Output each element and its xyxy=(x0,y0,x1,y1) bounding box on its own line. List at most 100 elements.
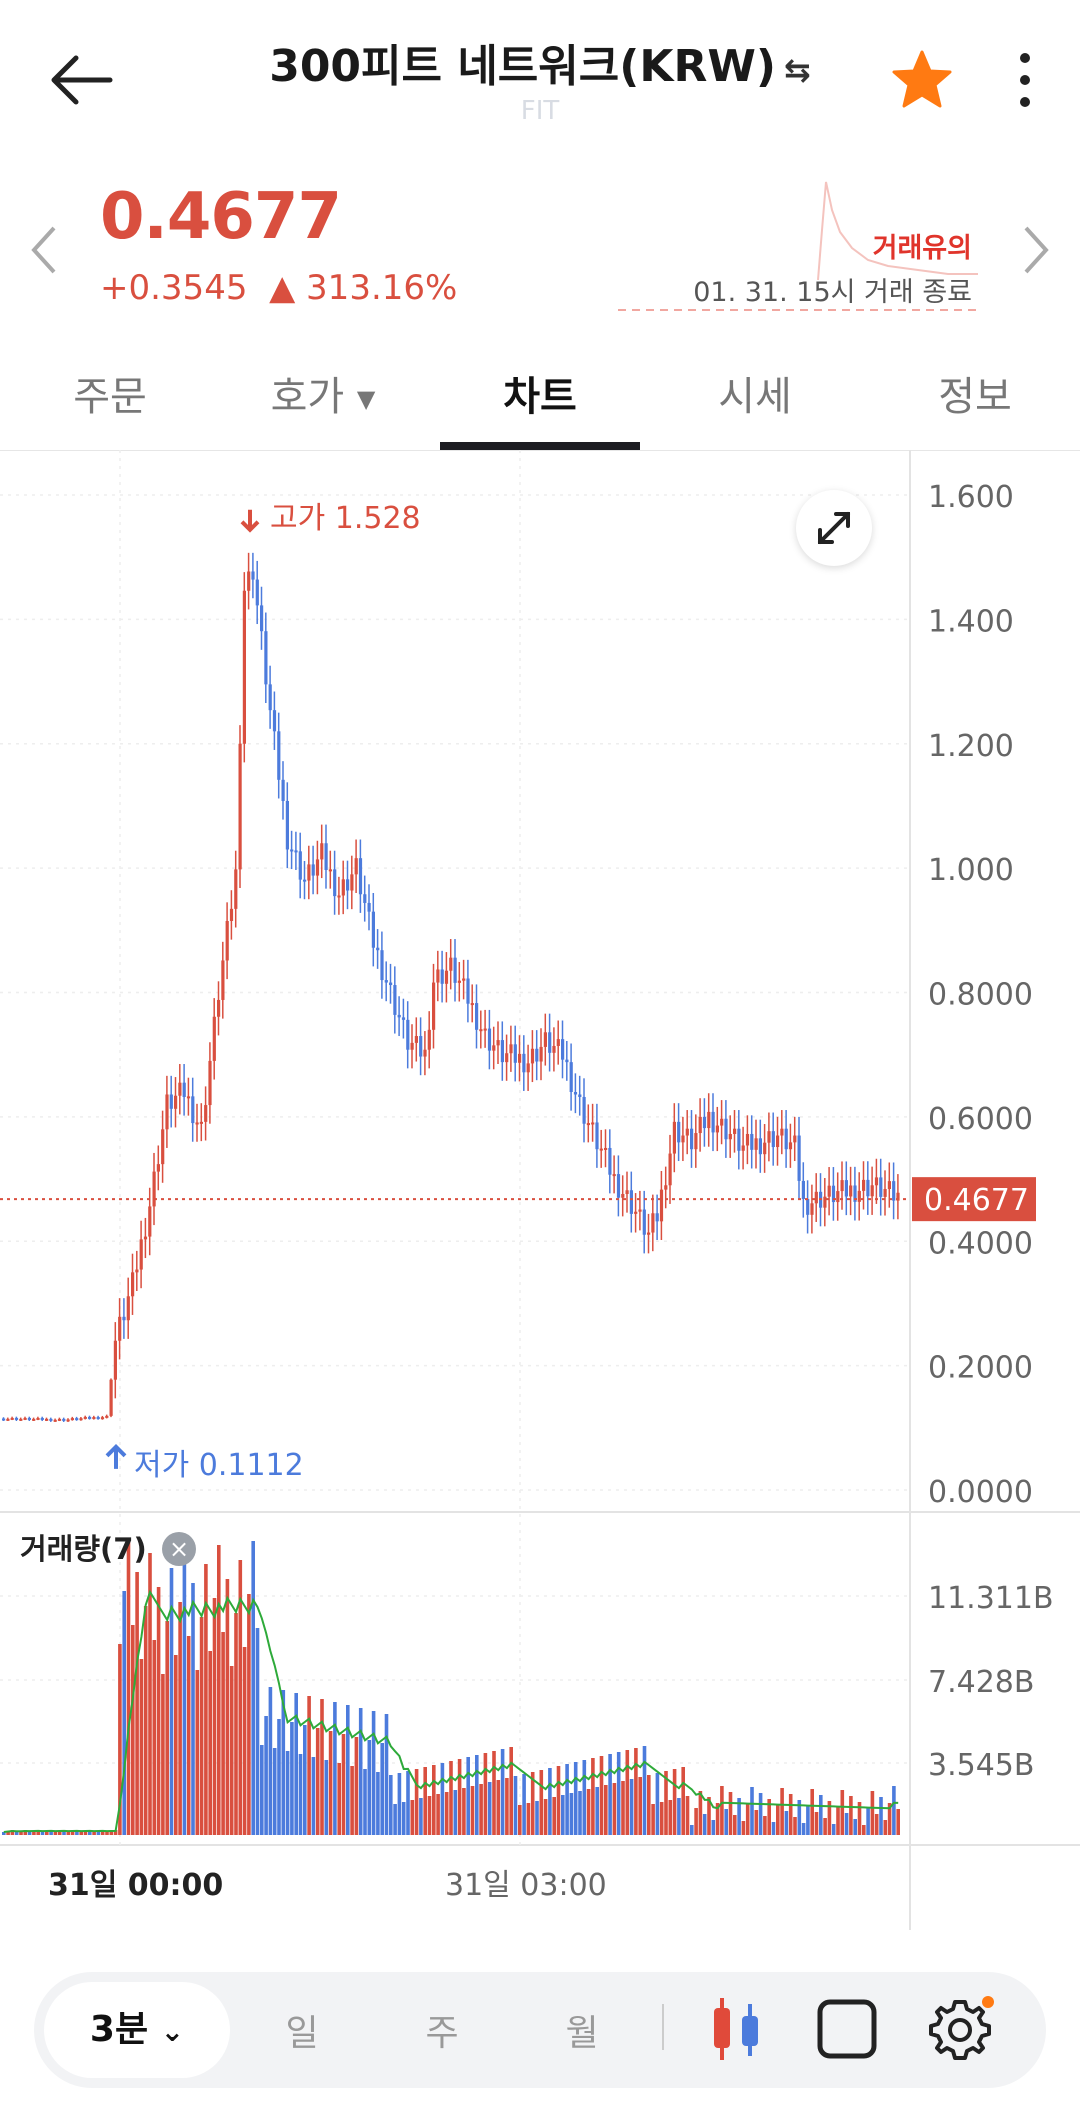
volume-bar xyxy=(358,1708,363,1835)
interval-select[interactable]: 3분 ⌄ xyxy=(44,1982,230,2078)
candle xyxy=(530,1048,535,1064)
square-tool-icon[interactable] xyxy=(816,1998,878,2060)
candle xyxy=(371,911,375,948)
candle xyxy=(862,1179,866,1191)
volume-bar xyxy=(70,1831,75,1835)
volume-bar xyxy=(522,1774,526,1835)
tab-info[interactable]: 정보 xyxy=(938,374,1012,420)
volume-bar xyxy=(285,1751,290,1835)
close-icon[interactable]: × xyxy=(162,1532,196,1566)
y-tick-label: 0.4000 xyxy=(928,1226,1033,1261)
volume-bar xyxy=(638,1777,642,1835)
volume-bar xyxy=(737,1798,741,1835)
volume-bar xyxy=(169,1568,174,1835)
tab-chart[interactable]: 차트 xyxy=(503,374,577,420)
volume-bar xyxy=(113,1830,118,1835)
back-arrow-icon[interactable] xyxy=(40,40,120,120)
candle xyxy=(298,851,302,880)
candle xyxy=(294,850,298,853)
candle xyxy=(423,1049,427,1057)
volume-bar xyxy=(6,1831,10,1835)
arrow-up-icon xyxy=(105,1444,127,1469)
prev-market-chevron-icon[interactable] xyxy=(24,220,64,280)
candle xyxy=(126,1296,130,1321)
candle xyxy=(475,1003,479,1030)
volume-bar xyxy=(354,1737,359,1835)
volume-bar xyxy=(853,1819,857,1835)
swap-icon[interactable]: ⇆ xyxy=(783,51,811,89)
candle xyxy=(664,1185,668,1190)
candle xyxy=(887,1181,891,1190)
volume-bar xyxy=(83,1831,88,1835)
candle xyxy=(337,895,341,898)
candle xyxy=(92,1417,96,1420)
volume-bar xyxy=(419,1798,423,1835)
candle xyxy=(496,1040,500,1046)
candle xyxy=(410,1042,414,1050)
volume-bar xyxy=(698,1791,703,1835)
volume-bar xyxy=(548,1768,552,1835)
candle xyxy=(53,1419,57,1422)
interval-month[interactable]: 월 xyxy=(565,2013,599,2054)
price-chart[interactable]: 1.600 1.400 1.200 1.000 0.8000 0.6000 0.4000 0.… xyxy=(0,450,1080,1930)
volume-bar xyxy=(307,1696,311,1835)
candle xyxy=(831,1185,836,1203)
expand-icon[interactable] xyxy=(796,490,872,566)
volume-bar xyxy=(690,1825,694,1835)
volume-tick-label: 11.311B xyxy=(928,1581,1054,1616)
page-title[interactable]: 300피트 네트워크(KRW) ⇆ xyxy=(0,30,1080,94)
candle xyxy=(156,1164,160,1172)
volume-bar xyxy=(148,1553,152,1835)
volume-bar xyxy=(819,1795,823,1835)
volume-bar xyxy=(221,1632,225,1835)
tab-orderbook[interactable]: 호가 ▼ xyxy=(258,364,388,434)
volume-bar xyxy=(814,1812,819,1835)
candle xyxy=(866,1179,870,1197)
settings-gear-icon[interactable] xyxy=(928,1990,1008,2066)
candle xyxy=(573,1092,578,1095)
candle xyxy=(367,902,371,912)
interval-week[interactable]: 주 xyxy=(425,2013,459,2054)
volume-bar xyxy=(561,1795,565,1835)
volume-bar xyxy=(247,1594,251,1835)
volume-bar xyxy=(57,1831,62,1835)
volume-bar xyxy=(328,1731,333,1835)
candlestick-type-icon[interactable] xyxy=(706,1994,766,2064)
candle xyxy=(324,843,328,870)
volume-bar xyxy=(272,1748,277,1835)
candle xyxy=(436,969,440,983)
volume-bar xyxy=(135,1572,139,1835)
candle xyxy=(2,1418,6,1421)
candle xyxy=(139,1239,143,1270)
volume-bar xyxy=(728,1792,733,1835)
tab-order[interactable]: 주문 xyxy=(73,374,147,420)
volume-bar xyxy=(229,1666,234,1835)
candle xyxy=(874,1177,879,1186)
market-symbol: FIT xyxy=(520,96,560,126)
more-vert-icon[interactable] xyxy=(1010,48,1040,112)
tab-quotes[interactable]: 시세 xyxy=(718,374,792,420)
interval-day[interactable]: 일 xyxy=(285,2013,319,2054)
volume-bar xyxy=(290,1722,294,1835)
candle xyxy=(505,1053,509,1063)
favorite-star-icon[interactable] xyxy=(890,48,954,112)
volume-bar xyxy=(672,1769,677,1835)
volume-bar xyxy=(427,1796,432,1835)
candle xyxy=(229,908,234,921)
candle xyxy=(453,957,457,983)
current-price-tag: 0.4677 xyxy=(924,1183,1029,1218)
candle xyxy=(647,1232,651,1235)
volume-bar xyxy=(625,1750,630,1835)
candle xyxy=(182,1082,186,1097)
candle xyxy=(66,1419,70,1422)
volume-bar xyxy=(543,1799,548,1835)
candle xyxy=(548,1032,552,1053)
candle xyxy=(681,1135,685,1143)
candle xyxy=(586,1123,590,1126)
volume-bar xyxy=(14,1832,19,1835)
candle xyxy=(513,1044,517,1063)
next-market-chevron-icon[interactable] xyxy=(1016,220,1056,280)
candle xyxy=(655,1213,659,1222)
volume-bar xyxy=(780,1788,784,1835)
candle xyxy=(14,1417,19,1420)
